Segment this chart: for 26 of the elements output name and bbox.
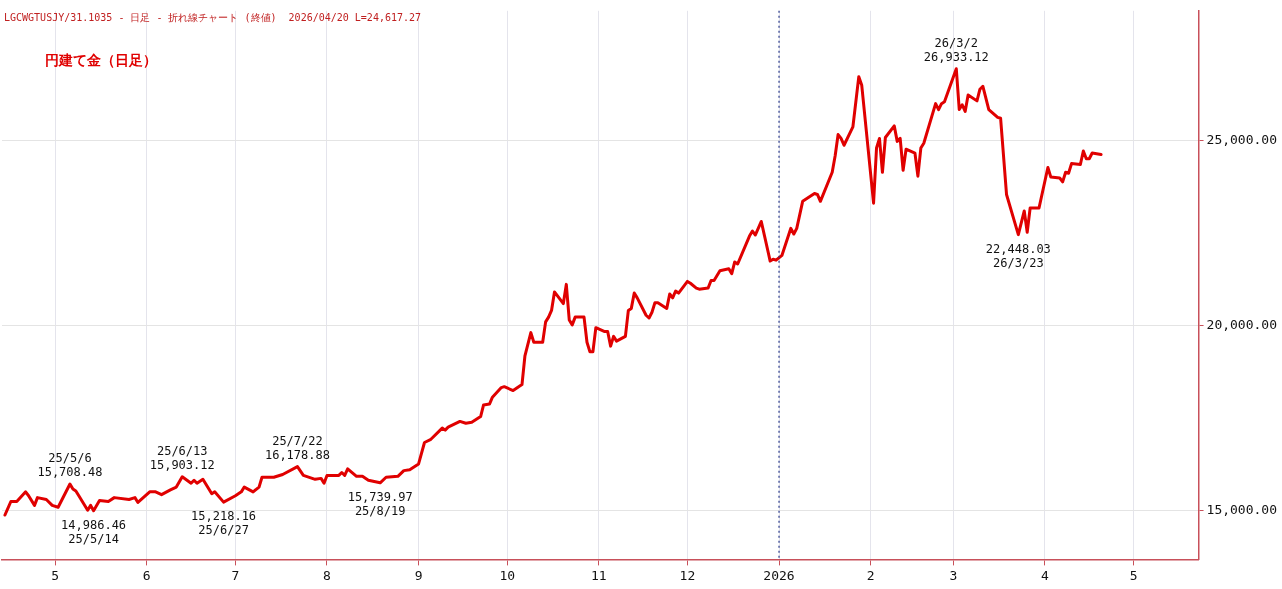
y-tick-label: 20,000.00 xyxy=(1206,316,1278,332)
annotation: 22,448.03 26/3/23 xyxy=(985,241,1051,270)
annotation: 15,739.97 25/8/19 xyxy=(347,489,413,518)
annotation: 25/7/22 16,178.88 xyxy=(264,433,330,462)
x-tick-label: 9 xyxy=(414,567,423,583)
x-tick-label: 8 xyxy=(323,567,331,583)
annotation: 15,218.16 25/6/27 xyxy=(191,509,257,538)
x-tick-label: 7 xyxy=(231,567,240,583)
x-tick-label: 5 xyxy=(51,567,60,583)
x-tick-label: 11 xyxy=(590,567,607,583)
text: 円建て金（日足） xyxy=(45,52,157,69)
x-tick-label: 5 xyxy=(1129,567,1138,583)
x-tick-label: 6 xyxy=(142,567,151,583)
annotation: 26/3/2 26,933.12 xyxy=(923,35,989,64)
y-tick-label: 25,000.00 xyxy=(1206,131,1278,147)
x-tick-label: 4 xyxy=(1041,567,1050,583)
annotation: 25/6/13 15,903.12 xyxy=(149,443,215,472)
y-tick-label: 15,000.00 xyxy=(1206,501,1278,517)
annotation: 25/5/6 15,708.48 xyxy=(37,450,103,479)
chart-subtitle: LGCWGTUSJY/31.1035 - 日足 - 折れ線チャート (終値) 2026/04/20 L=24,617.27 xyxy=(4,12,422,24)
x-tick-label: 10 xyxy=(499,567,516,583)
x-tick-label: 2026 xyxy=(763,567,795,583)
x-tick-label: 3 xyxy=(949,567,958,583)
annotation: 14,986.46 25/5/14 xyxy=(61,517,127,546)
x-tick-label: 12 xyxy=(679,567,696,583)
x-tick-label: 2 xyxy=(866,567,875,583)
